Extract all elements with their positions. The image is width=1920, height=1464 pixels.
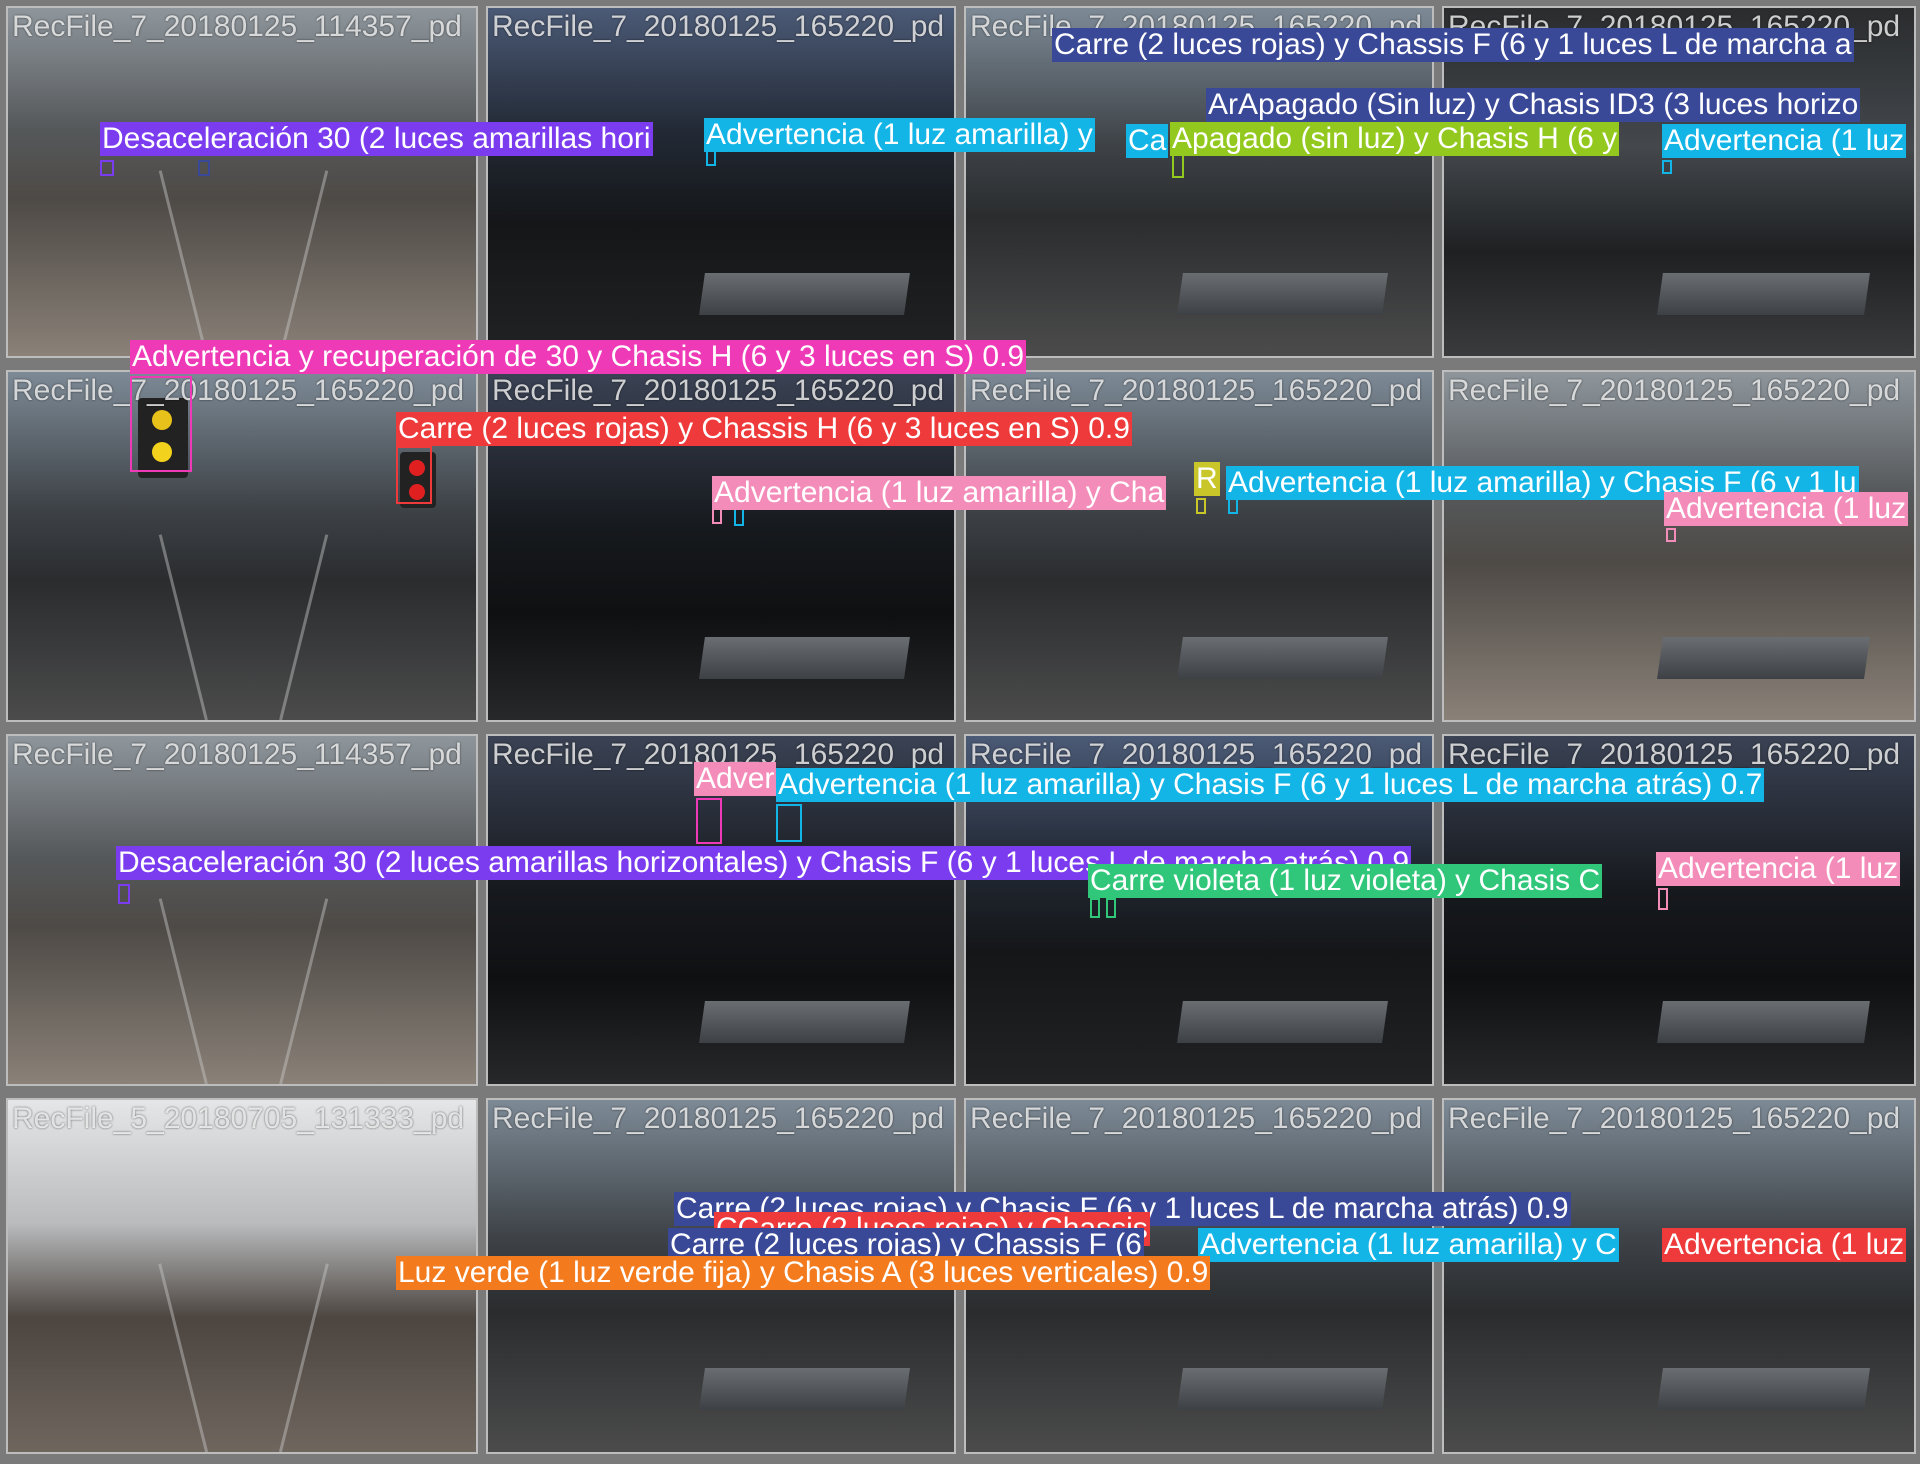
train-roof — [1177, 1000, 1389, 1043]
detection-box — [1228, 498, 1238, 514]
train-roof — [1177, 636, 1389, 679]
file-caption: RecFile_5_20180705_131333_pd — [12, 1102, 465, 1135]
train-roof — [1657, 1367, 1870, 1410]
train-roof — [1177, 1367, 1389, 1410]
file-caption: RecFile_7_20180125_165220_pd — [492, 10, 945, 43]
detection-label: Advertencia (1 luz amarilla) y C — [1198, 1228, 1619, 1262]
signal-lamp — [409, 484, 425, 500]
file-caption: RecFile_7_20180125_165220_pd — [970, 374, 1423, 407]
detection-box — [198, 160, 210, 176]
mosaic-tile: RecFile_7_20180125_114357_pd — [6, 6, 478, 358]
railway-signal — [138, 398, 188, 478]
detection-box — [100, 160, 114, 176]
detection-box — [1662, 160, 1672, 174]
detection-label: Desaceleración 30 (2 luces amarillas hor… — [116, 846, 1412, 880]
file-caption: RecFile_7_20180125_114357_pd — [12, 738, 462, 771]
detection-label: Advertencia (1 luz amarilla) y Cha — [712, 476, 1167, 510]
detection-box — [734, 508, 744, 526]
detection-box — [696, 798, 722, 844]
detection-label: Carre (2 luces rojas) y Chassis F (6 y 1… — [1052, 28, 1854, 62]
railway-photo — [8, 8, 476, 356]
detection-label: Ca — [1126, 124, 1169, 158]
train-roof — [699, 1000, 911, 1043]
signal-lamp — [409, 460, 425, 476]
signal-lamp — [152, 410, 172, 430]
train-roof — [699, 272, 911, 315]
detection-label: ArApagado (Sin luz) y Chasis ID3 (3 luce… — [1206, 88, 1861, 122]
file-caption: RecFile_7_20180125_165220_pd — [492, 374, 945, 407]
detection-label: R — [1194, 462, 1220, 496]
detection-label: Advertencia (1 luz — [1662, 124, 1907, 158]
railway-photo — [8, 736, 476, 1084]
detection-label: Desaceleración 30 (2 luces amarillas hor… — [100, 122, 653, 156]
detection-box — [396, 446, 432, 504]
detection-box — [130, 376, 192, 472]
file-caption: RecFile_7_20180125_165220_pd — [1448, 1102, 1901, 1135]
train-roof — [699, 1367, 911, 1410]
file-caption: RecFile_7_20180125_165220_pd — [1448, 374, 1901, 407]
mosaic-tile: RecFile_7_20180125_165220_pd — [486, 6, 956, 358]
detection-label: Carre violeta (1 luz violeta) y Chasis C — [1088, 864, 1603, 898]
train-roof — [699, 636, 911, 679]
train-roof — [1657, 1000, 1870, 1043]
detection-label: Luz verde (1 luz verde fija) y Chasis A … — [396, 1256, 1211, 1290]
file-caption: RecFile_7_20180125_165220_pd — [492, 1102, 945, 1135]
detection-box — [1196, 498, 1206, 514]
detection-box — [1090, 898, 1100, 918]
detection-box — [776, 804, 802, 842]
train-roof — [1177, 272, 1389, 315]
detection-label: Advertencia (1 luz — [1664, 492, 1909, 526]
detection-box — [118, 884, 130, 904]
signal-lamp — [152, 442, 172, 462]
detection-box — [1658, 888, 1668, 910]
detection-label: Advertencia (1 luz — [1656, 852, 1901, 886]
mosaic-tile: RecFile_7_20180125_165220_pd — [1442, 1098, 1916, 1454]
detection-label: Adver — [694, 762, 777, 796]
train-roof — [1657, 272, 1870, 315]
mosaic-tile: RecFile_7_20180125_114357_pd — [6, 734, 478, 1086]
detection-label: Apagado (sin luz) y Chasis H (6 y — [1170, 122, 1620, 156]
file-caption: RecFile_7_20180125_114357_pd — [12, 10, 462, 43]
file-caption: RecFile_7_20180125_165220_pd — [12, 374, 465, 407]
detection-box — [706, 150, 716, 166]
detection-label: Advertencia y recuperación de 30 y Chasi… — [130, 340, 1027, 374]
file-caption: RecFile_7_20180125_165220_pd — [970, 1102, 1423, 1135]
file-caption: RecFile_7_20180125_165220_pd — [970, 738, 1423, 771]
detection-label: Carre (2 luces rojas) y Chassis H (6 y 3… — [396, 412, 1132, 446]
mosaic-tile: RecFile_7_20180125_165220_pd — [1442, 370, 1916, 722]
detection-label: Advertencia (1 luz amarilla) y Chasis F … — [776, 768, 1765, 802]
file-caption: RecFile_7_20180125_165220_pd — [1448, 738, 1901, 771]
detection-box — [1106, 898, 1116, 918]
detection-box — [1666, 528, 1676, 542]
detection-label: Advertencia (1 luz — [1662, 1228, 1907, 1262]
train-roof — [1657, 636, 1870, 679]
detection-label: Advertencia (1 luz amarilla) y — [704, 118, 1095, 152]
